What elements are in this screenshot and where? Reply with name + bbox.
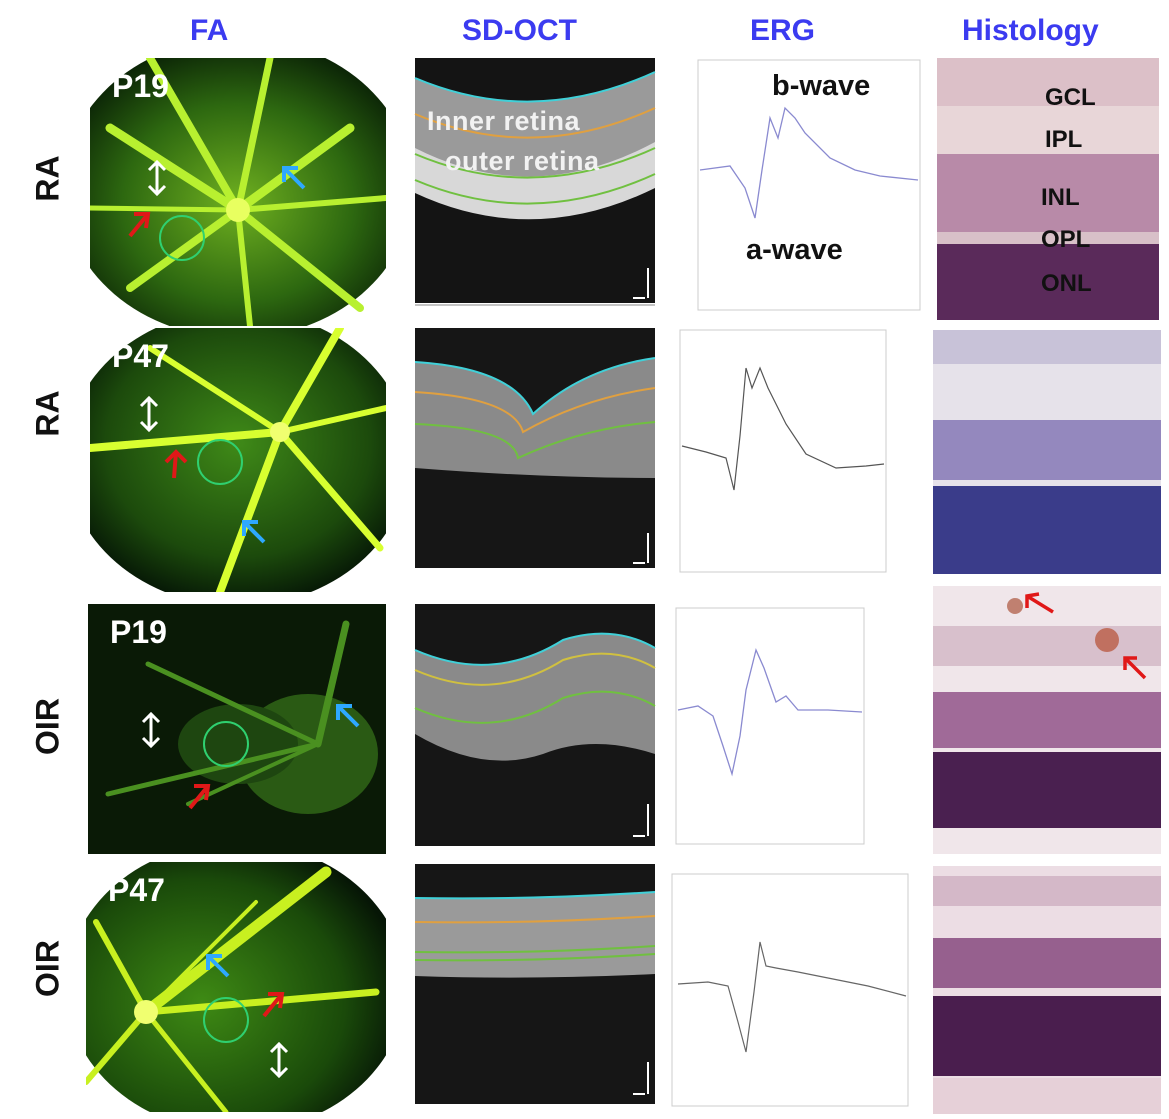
oct-panel-oir-p47 <box>393 864 663 1114</box>
blue-arrow-icon <box>336 704 360 728</box>
erg-trace-chart <box>679 329 887 573</box>
red-arrow-icon <box>128 212 151 238</box>
oct-panel-ra-p47 <box>393 328 663 578</box>
age-label: P47 <box>108 872 165 908</box>
row-label-3: OIR <box>29 698 66 755</box>
age-label: P47 <box>112 338 169 374</box>
oct-outer-retina-label: outer retina <box>445 146 600 176</box>
double-arrow-icon <box>269 1041 289 1079</box>
row-label-1: RA <box>29 155 66 202</box>
erg-panel-oir-p19 <box>668 606 868 852</box>
layer-label-inl: INL <box>1041 184 1080 211</box>
erg-panel-ra-p47 <box>676 328 890 578</box>
blue-arrow-icon <box>242 520 266 544</box>
oct-inner-retina-label: Inner retina <box>427 106 581 136</box>
oct-scan <box>414 328 656 568</box>
histology-image <box>933 330 1161 574</box>
red-arrow-icon <box>262 992 285 1018</box>
erg-b-wave-label: b-wave <box>772 70 871 102</box>
header-erg: ERG <box>750 14 816 47</box>
red-arrow-icon <box>1025 592 1054 614</box>
fa-panel-ra-p47: P47 <box>90 328 386 592</box>
fa-panel-ra-p19: P19 <box>90 58 386 326</box>
erg-a-wave-label: a-wave <box>746 234 843 266</box>
erg-trace-chart <box>675 607 865 845</box>
fa-panel-oir-p19: P19 <box>88 604 386 854</box>
erg-trace-chart <box>697 59 921 311</box>
red-arrow-icon <box>188 784 211 810</box>
oct-panel-ra-p19: Inner retina outer retina <box>393 58 663 320</box>
oct-scan <box>414 58 656 306</box>
fundus-image <box>90 328 386 592</box>
age-label: P19 <box>110 614 167 650</box>
histology-image <box>933 866 1161 1114</box>
header-fa: FA <box>190 14 229 47</box>
row-label-4: OIR <box>29 940 66 997</box>
histology-panel-oir-p19 <box>933 586 1161 854</box>
layer-label-opl: OPL <box>1041 226 1091 253</box>
header-histology: Histology <box>962 14 1099 47</box>
histology-image <box>933 586 1161 854</box>
erg-trace-chart <box>671 873 909 1107</box>
header-sd-oct: SD-OCT <box>462 14 577 47</box>
erg-panel-oir-p47 <box>668 872 912 1112</box>
oct-scan <box>414 604 656 846</box>
oct-panel-oir-p19 <box>393 604 663 856</box>
histology-image <box>937 58 1159 320</box>
oct-scan <box>414 864 656 1104</box>
layer-label-ipl: IPL <box>1045 126 1083 153</box>
fundus-image <box>88 604 386 854</box>
red-arrow-icon <box>164 449 188 479</box>
layer-label-gcl: GCL <box>1045 84 1096 111</box>
age-label: P19 <box>112 68 169 104</box>
blue-arrow-icon <box>282 166 306 190</box>
fa-panel-oir-p47: P47 <box>86 862 386 1112</box>
double-arrow-icon <box>139 395 159 433</box>
double-arrow-icon <box>147 159 167 197</box>
fundus-image <box>86 862 386 1112</box>
layer-label-onl: ONL <box>1041 270 1092 297</box>
histology-panel-ra-p19: GCL IPL INL OPL ONL <box>937 58 1159 320</box>
histology-panel-ra-p47 <box>933 330 1161 574</box>
red-arrow-icon <box>1123 656 1147 680</box>
row-label-2: RA <box>29 390 66 437</box>
blue-arrow-icon <box>206 954 230 978</box>
erg-panel-ra-p19: b-wave a-wave <box>680 58 925 320</box>
histology-panel-oir-p47 <box>933 866 1161 1114</box>
double-arrow-icon <box>141 711 161 749</box>
